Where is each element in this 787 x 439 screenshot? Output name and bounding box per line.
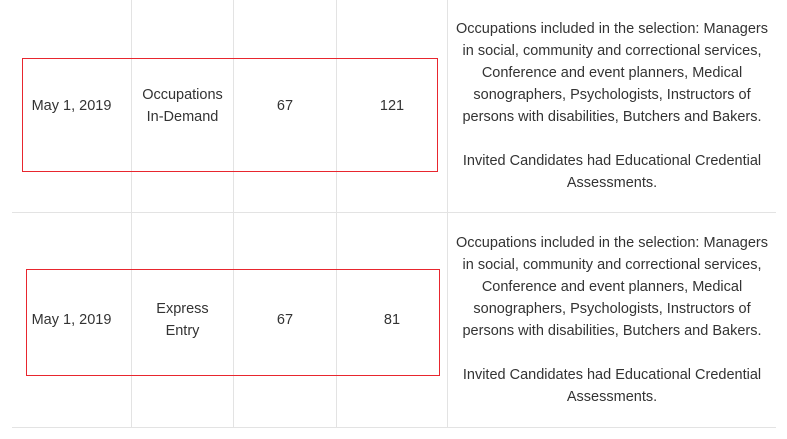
stream-name-line2: Entry xyxy=(165,323,200,339)
stream-name-cell: Occupations In-Demand xyxy=(132,0,234,212)
minimum-score-cell: 67 xyxy=(234,213,337,427)
notes-cell: Occupations included in the selection: M… xyxy=(448,213,776,427)
minimum-score-cell: 67 xyxy=(234,0,337,212)
notes-cell: Occupations included in the selection: M… xyxy=(448,0,776,212)
invitations-cell: 121 xyxy=(337,0,448,212)
notes-eca: Invited Candidates had Educational Crede… xyxy=(462,367,762,405)
stream-name-cell: Express Entry xyxy=(132,213,234,427)
stream-name-line2: In-Demand xyxy=(146,109,219,125)
invitations-cell: 81 xyxy=(337,213,448,427)
notes-occupations: Occupations included in the selection: M… xyxy=(456,235,768,339)
draw-date-cell: May 1, 2019 xyxy=(12,213,132,427)
stream-name-line1: Occupations xyxy=(142,87,223,103)
draw-date-cell: May 1, 2019 xyxy=(12,0,132,212)
notes-eca: Invited Candidates had Educational Crede… xyxy=(462,153,762,191)
table-row: May 1, 2019 Occupations In-Demand 67 121… xyxy=(12,0,776,213)
table-row: May 1, 2019 Express Entry 67 81 Occupati… xyxy=(12,213,776,428)
stream-name-line1: Express xyxy=(156,301,209,317)
notes-occupations: Occupations included in the selection: M… xyxy=(456,21,768,125)
